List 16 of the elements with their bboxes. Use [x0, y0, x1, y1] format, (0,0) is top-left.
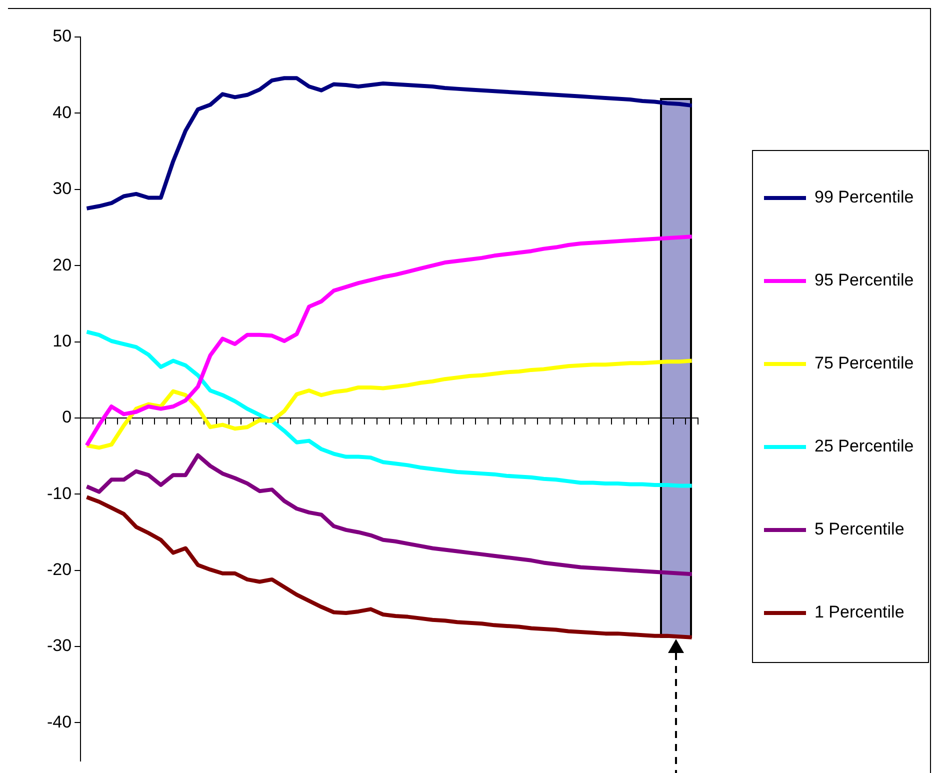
y-tick-label: 30	[52, 179, 72, 198]
y-tick-label: -10	[46, 484, 72, 503]
legend-label: 75 Percentile	[814, 354, 914, 373]
legend-label: 1 Percentile	[814, 602, 904, 622]
y-tick-label: 50	[52, 26, 72, 46]
legend-label: 5 Percentile	[814, 520, 904, 539]
legend-label: 95 Percentile	[814, 270, 914, 290]
y-tick-label: 20	[52, 255, 72, 274]
y-tick-label: 40	[52, 102, 72, 122]
y-tick-label: -40	[46, 712, 72, 732]
y-tick-label: 10	[52, 331, 72, 350]
y-tick-label: -20	[46, 560, 72, 580]
legend-label: 99 Percentile	[814, 188, 914, 207]
legend-label: 25 Percentile	[814, 436, 914, 456]
y-tick-label: 0	[62, 408, 72, 427]
y-tick-label: -30	[46, 636, 72, 656]
